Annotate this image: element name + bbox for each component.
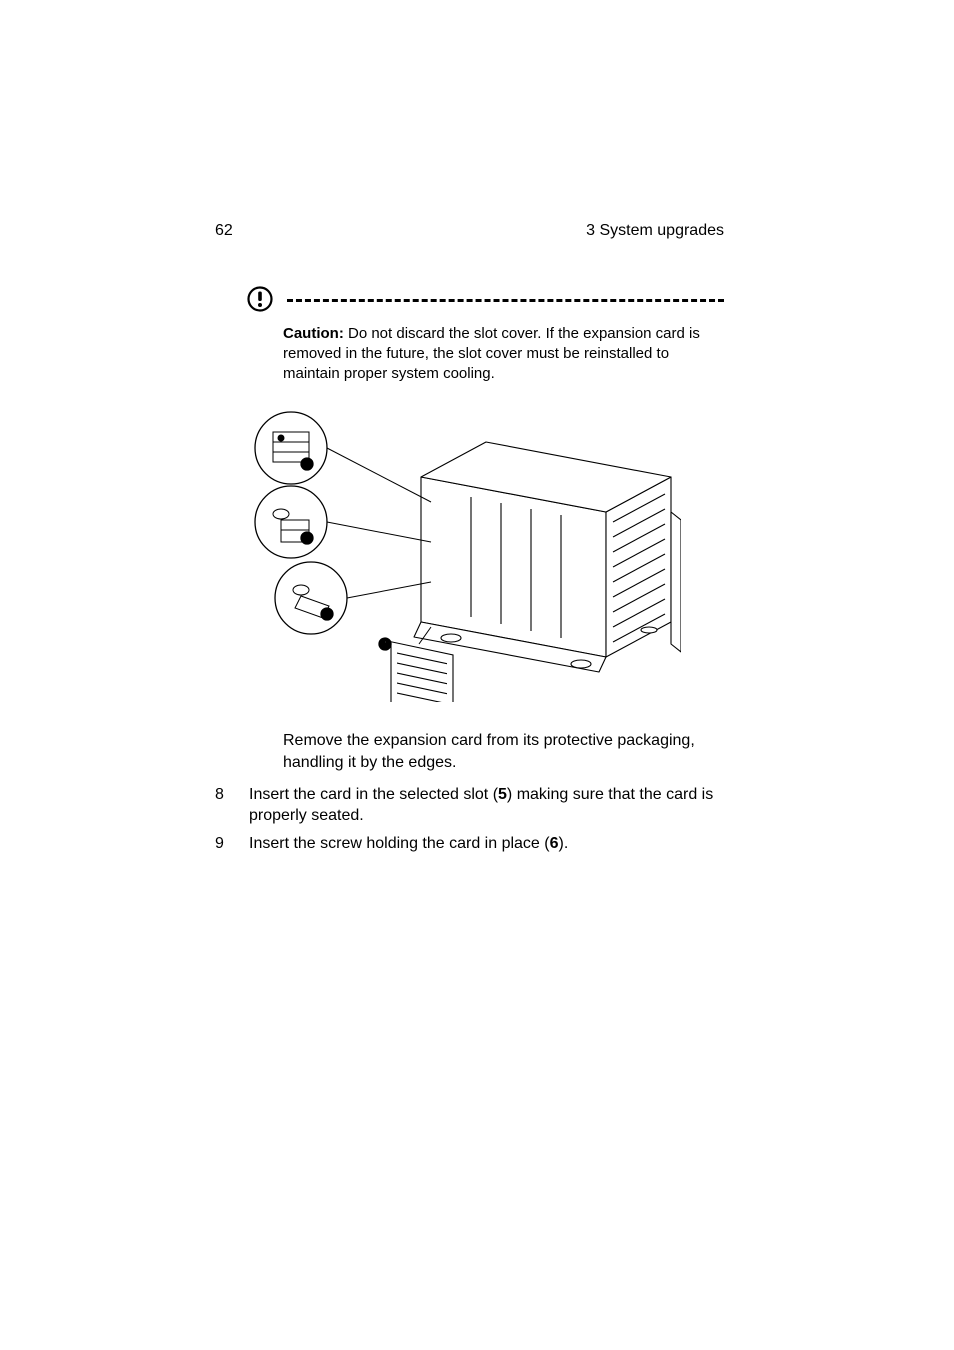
callout-3: 3 — [275, 562, 347, 634]
caution-body-text: Do not discard the slot cover. If the ex… — [283, 325, 700, 383]
callout-1: 1 — [255, 412, 327, 484]
expansion-card-figure: 1 2 — [251, 402, 681, 702]
instruction-steps: 8 Insert the card in the selected slot (… — [215, 784, 724, 855]
step-text: Insert the card in the selected slot (5)… — [249, 784, 724, 827]
step-text-pre: Insert the card in the selected slot ( — [249, 786, 498, 803]
callout-4-marker: 4 — [379, 638, 391, 650]
svg-text:1: 1 — [305, 460, 310, 469]
step-text: Insert the screw holding the card in pla… — [249, 833, 724, 855]
callout-2: 2 — [255, 486, 327, 558]
caution-block: Caution: Do not discard the slot cover. … — [247, 290, 724, 385]
figure-followup-text: Remove the expansion card from its prote… — [283, 730, 724, 773]
step-text-ref: 6 — [550, 835, 559, 852]
caution-head — [247, 290, 724, 316]
step-text-post: ). — [559, 835, 569, 852]
caution-label: Caution: — [283, 325, 344, 342]
page: 62 3 System upgrades Caution: Do not dis… — [0, 0, 954, 854]
step-8: 8 Insert the card in the selected slot (… — [215, 784, 724, 827]
step-text-pre: Insert the screw holding the card in pla… — [249, 835, 550, 852]
step-number: 9 — [215, 833, 249, 855]
page-number: 62 — [215, 220, 233, 242]
step-text-ref: 5 — [498, 786, 507, 803]
section-title: 3 System upgrades — [586, 220, 724, 242]
step-number: 8 — [215, 784, 249, 827]
svg-text:2: 2 — [305, 534, 310, 543]
step-9: 9 Insert the screw holding the card in p… — [215, 833, 724, 855]
caution-dashed-rule — [287, 299, 724, 302]
caution-icon — [247, 286, 273, 312]
caution-text: Caution: Do not discard the slot cover. … — [283, 324, 724, 385]
running-header: 62 3 System upgrades — [215, 220, 724, 242]
svg-text:3: 3 — [325, 610, 330, 619]
svg-text:4: 4 — [383, 640, 388, 649]
